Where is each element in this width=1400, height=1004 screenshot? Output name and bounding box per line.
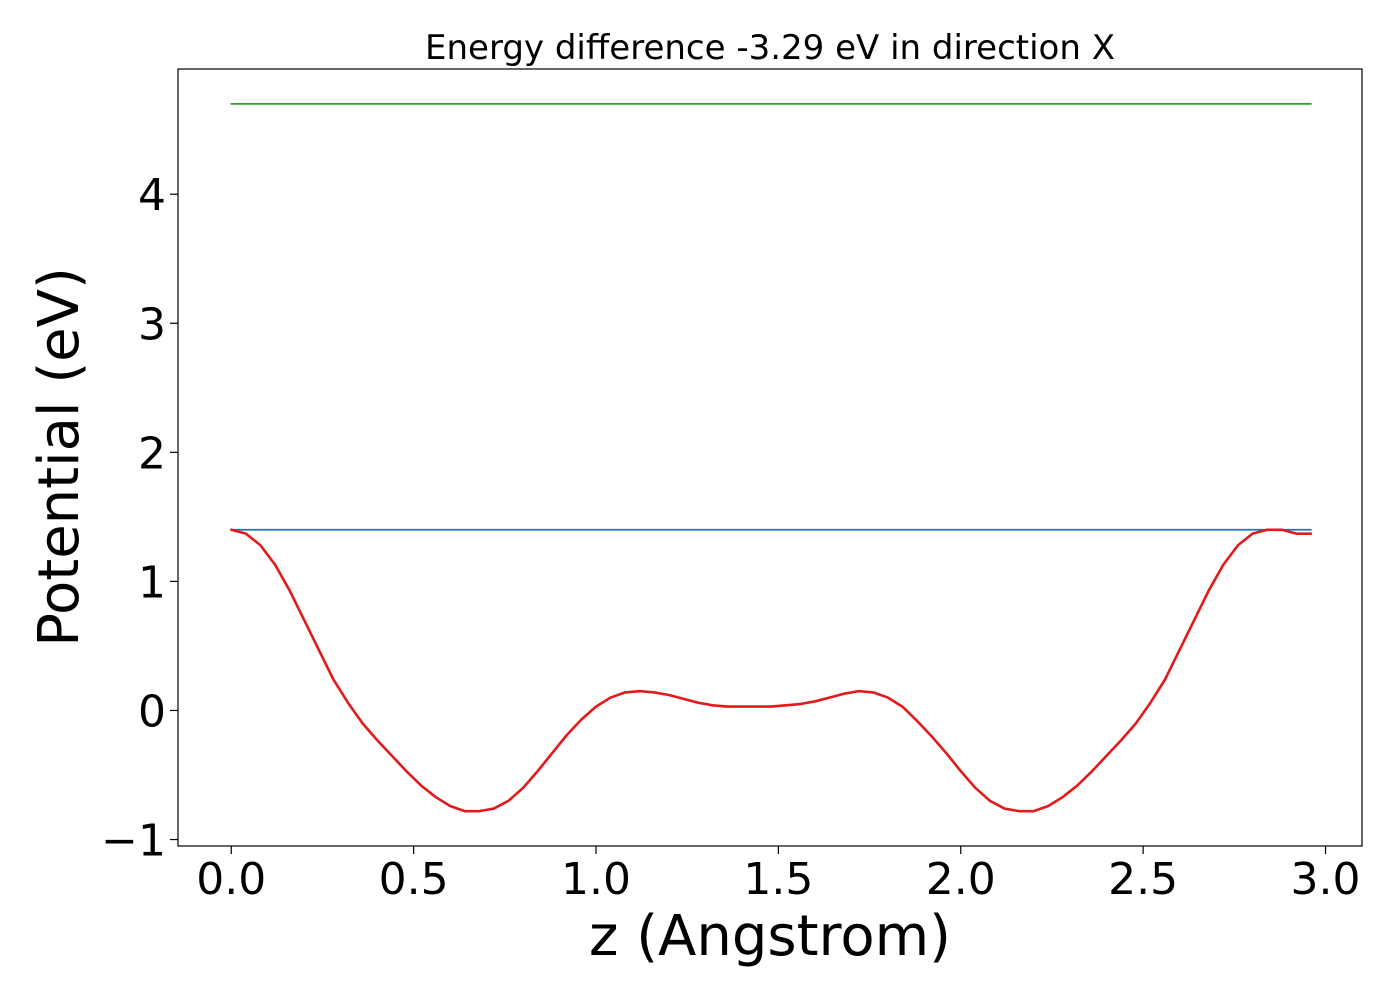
x-tick-label: 0.5 [379,854,449,905]
series-layer [229,102,1313,813]
series-line-3 [229,528,1313,813]
plot-area-frame [177,68,1363,847]
x-tick-label: 1.0 [561,854,631,905]
y-tick-label: 3 [138,299,166,350]
x-axis: 0.0 0.5 1.0 1.5 2.0 2.5 3.0 [196,846,1361,905]
x-tick-label: 3.0 [1291,854,1361,905]
y-tick-label: −1 [101,816,166,867]
x-tick-label: 1.5 [743,854,813,905]
y-tick-label: 1 [138,557,166,608]
y-tick-label: 4 [138,170,166,221]
y-tick-label: 0 [138,686,166,737]
chart-title: Energy difference -3.29 eV in direction … [425,28,1115,68]
x-axis-label: z (Angstrom) [589,904,951,969]
y-axis: −1 0 1 2 3 4 [101,170,178,867]
x-tick-label: 2.5 [1108,854,1178,905]
y-axis-label: Potential (eV) [27,267,92,647]
y-tick-label: 2 [138,428,166,479]
x-tick-label: 2.0 [926,854,996,905]
x-tick-label: 0.0 [196,854,266,905]
